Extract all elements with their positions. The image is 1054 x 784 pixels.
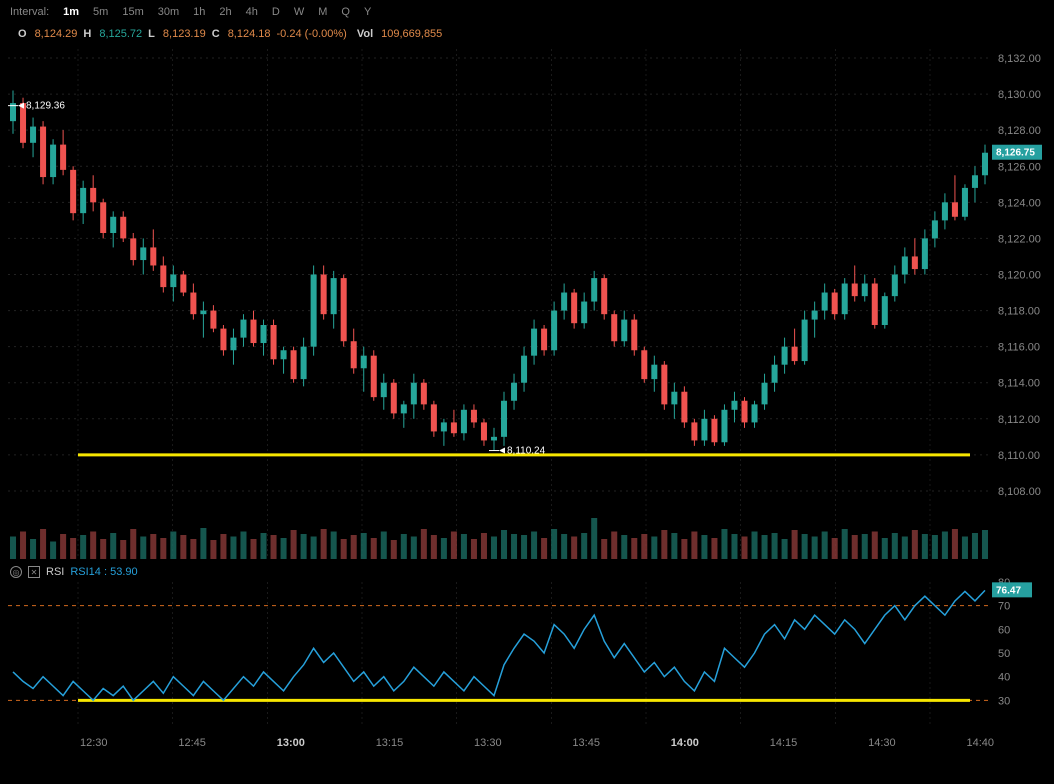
ohlc-vol-value: 109,669,855 [381,28,442,40]
time-label: 14:00 [671,737,699,749]
svg-text:8,110.00: 8,110.00 [998,450,1040,462]
time-label: 14:15 [770,737,798,749]
ohlc-vol-label: Vol [357,28,373,40]
svg-text:76.47: 76.47 [996,585,1021,596]
svg-text:70: 70 [998,601,1010,613]
interval-1h[interactable]: 1h [193,6,205,18]
svg-text:8,126.75: 8,126.75 [996,148,1035,159]
svg-text:8,116.00: 8,116.00 [998,342,1040,354]
svg-text:60: 60 [998,624,1010,636]
rsi-header: ◎ ✕ RSI RSI14 : 53.90 [10,566,138,578]
svg-text:8,112.00: 8,112.00 [998,414,1040,426]
indicator-close-icon[interactable]: ✕ [28,566,40,578]
time-label: 13:15 [376,737,404,749]
svg-text:8,122.00: 8,122.00 [998,233,1041,245]
price-canvas[interactable]: 8,108.00 8,110.00 8,112.00 8,114.00 8,116.00… [0,44,1054,564]
svg-text:8,108.00: 8,108.00 [998,486,1041,498]
ohlc-l-label: L [148,28,155,40]
interval-4h[interactable]: 4h [246,6,258,18]
interval-1m[interactable]: 1m [63,6,79,18]
time-label: 14:30 [868,737,896,749]
svg-text:8,126.00: 8,126.00 [998,161,1041,173]
price-chart[interactable]: 8,108.00 8,110.00 8,112.00 8,114.00 8,116.00… [0,44,1054,564]
interval-15m[interactable]: 15m [122,6,143,18]
svg-text:8,110.24: 8,110.24 [507,446,546,457]
ohlc-bar: O 8,124.29 H 8,125.72 L 8,123.19 C 8,124… [0,24,1054,44]
time-label: 14:40 [966,737,994,749]
ohlc-c-value: 8,124.18 [228,28,271,40]
interval-label: Interval: [10,6,49,18]
time-label: 12:30 [80,737,108,749]
ohlc-l-value: 8,123.19 [163,28,206,40]
interval-5m[interactable]: 5m [93,6,108,18]
svg-text:8,124.00: 8,124.00 [998,197,1041,209]
interval-2h[interactable]: 2h [219,6,231,18]
interval-Q[interactable]: Q [341,6,350,18]
interval-bar: Interval: 1m 5m 15m 30m 1h 2h 4h D W M Q Y [0,0,1054,24]
time-axis: 12:30 12:45 13:00 13:15 13:30 13:45 14:00 14:15… [0,729,1054,749]
ohlc-h-value: 8,125.72 [99,28,142,40]
ohlc-o-value: 8,124.29 [35,28,78,40]
interval-D[interactable]: D [272,6,280,18]
svg-text:8,130.00: 8,130.00 [998,89,1041,101]
interval-options: 1m 5m 15m 30m 1h 2h 4h D W M Q Y [63,6,371,18]
ohlc-c-label: C [212,28,220,40]
interval-30m[interactable]: 30m [158,6,179,18]
time-label: 13:30 [474,737,502,749]
rsi-subtitle: RSI14 : 53.90 [70,566,137,578]
chart-area: 8,108.00 8,110.00 8,112.00 8,114.00 8,116.00… [0,44,1054,749]
time-label: 13:00 [277,737,305,749]
ohlc-h-label: H [83,28,91,40]
svg-text:8,132.00: 8,132.00 [998,53,1041,65]
ohlc-change: -0.24 (-0.00%) [277,28,347,40]
svg-text:30: 30 [998,695,1010,707]
interval-Y[interactable]: Y [364,6,371,18]
svg-text:8,128.00: 8,128.00 [998,125,1041,137]
svg-text:50: 50 [998,648,1010,660]
svg-text:8,114.00: 8,114.00 [998,378,1040,390]
rsi-chart[interactable]: ◎ ✕ RSI RSI14 : 53.90 30405060708076.47 [0,564,1054,729]
indicator-settings-icon[interactable]: ◎ [10,566,22,578]
time-label: 13:45 [572,737,600,749]
interval-W[interactable]: W [294,6,304,18]
svg-text:8,120.00: 8,120.00 [998,269,1041,281]
svg-text:8,129.36: 8,129.36 [26,101,65,112]
svg-text:8,118.00: 8,118.00 [998,306,1040,318]
svg-text:40: 40 [998,672,1010,684]
interval-M[interactable]: M [318,6,327,18]
rsi-canvas[interactable]: 30405060708076.47 [0,564,1054,729]
ohlc-o-label: O [18,28,27,40]
time-label: 12:45 [178,737,206,749]
rsi-title: RSI [46,566,64,578]
